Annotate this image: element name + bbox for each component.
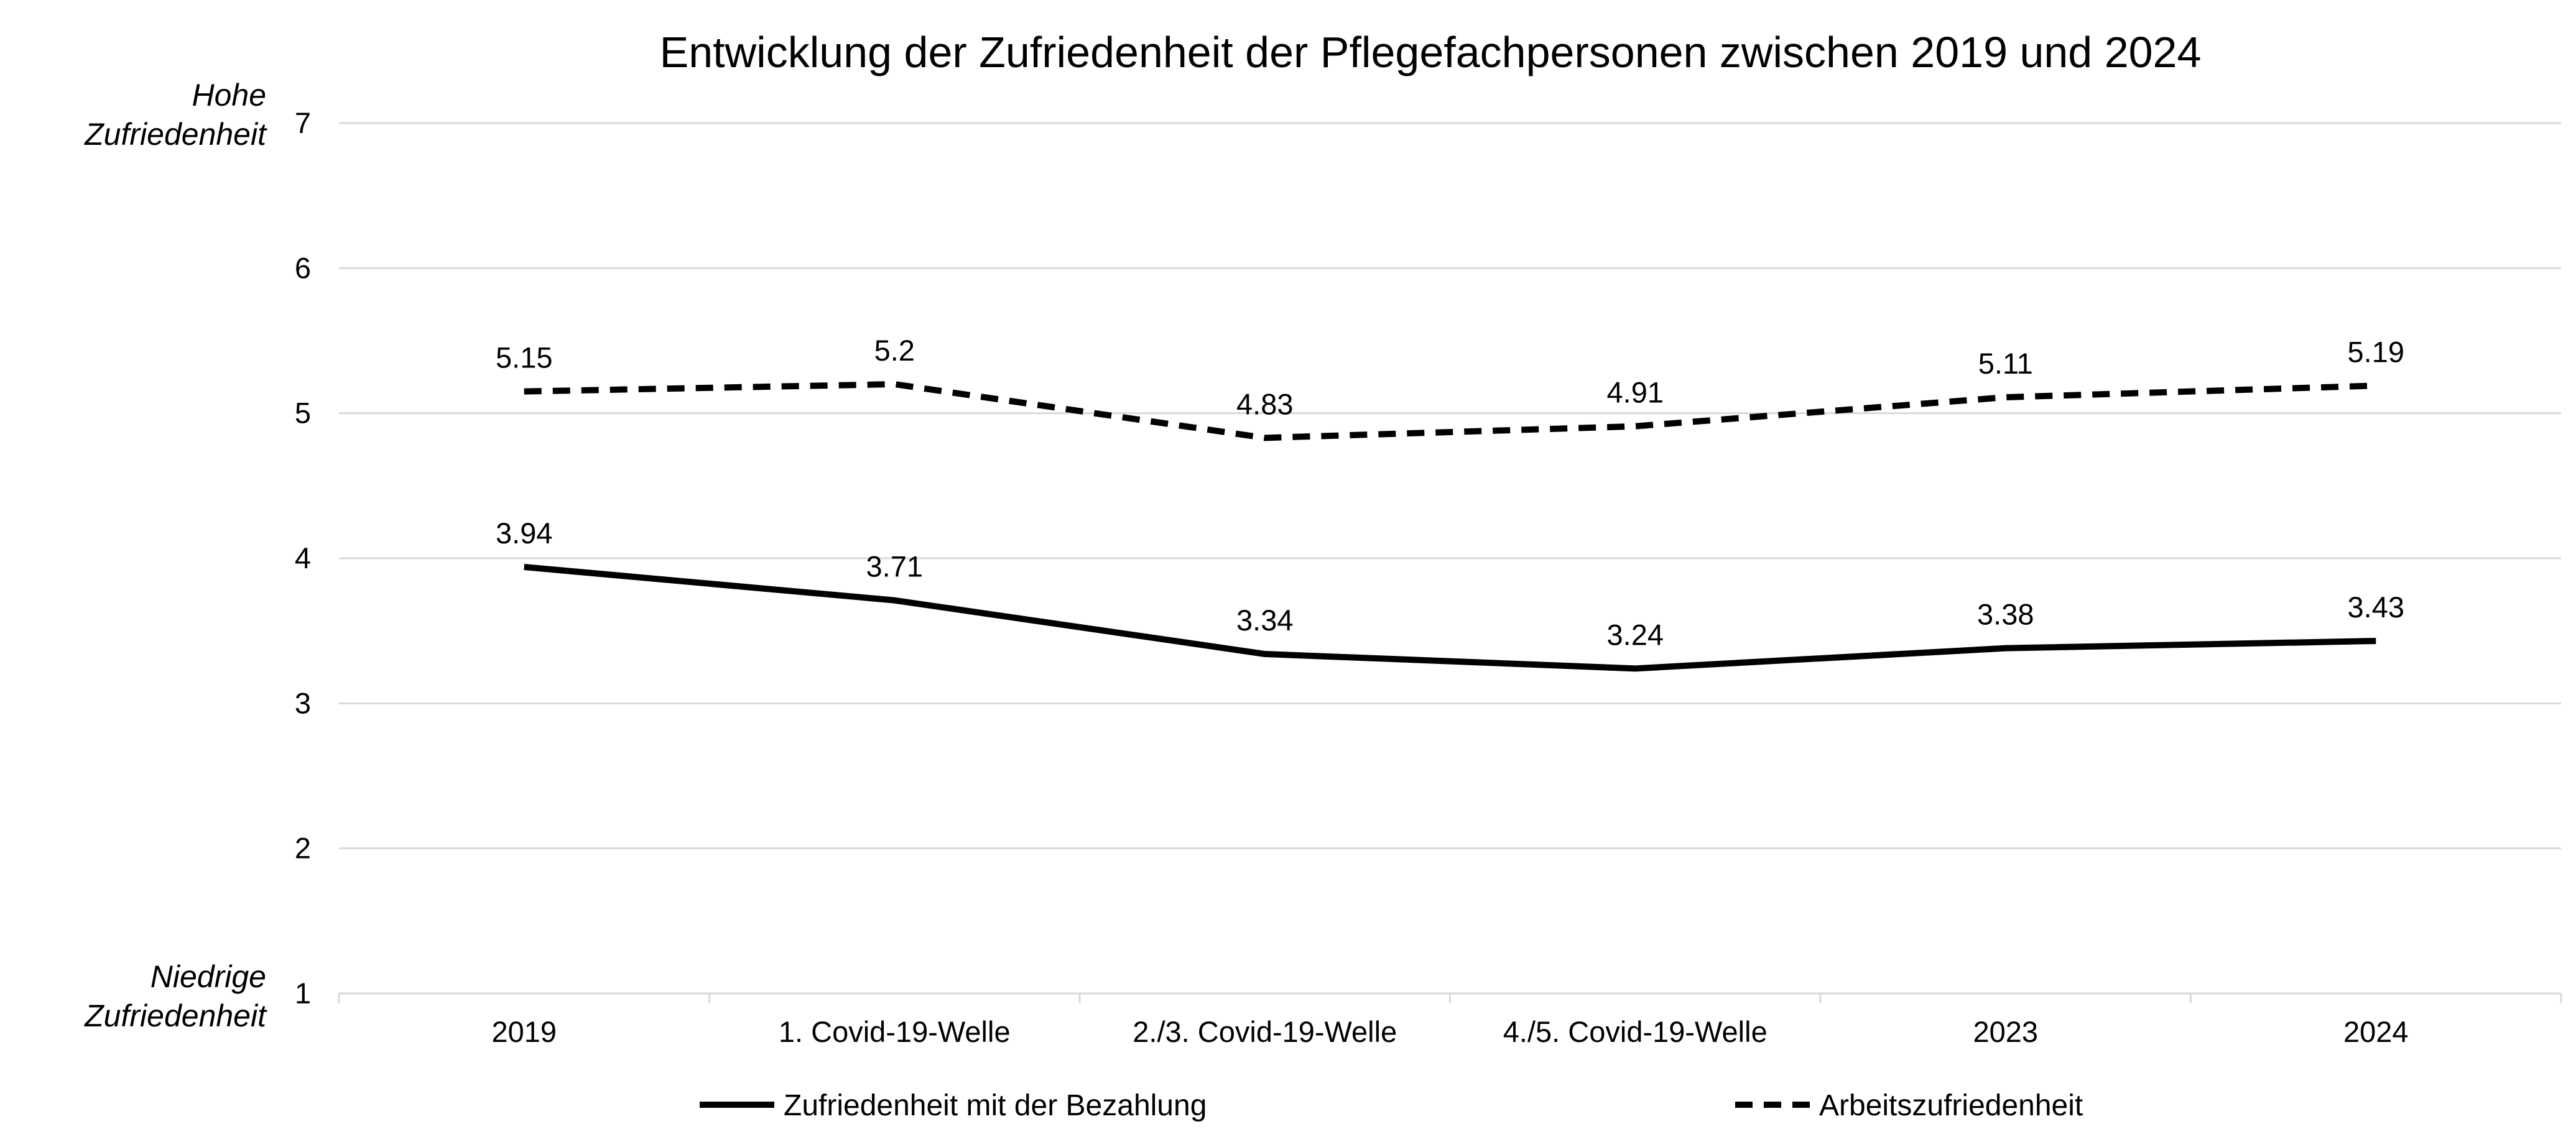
data-label: 5.19	[2348, 335, 2404, 368]
y-tick-label: 5	[295, 397, 311, 430]
data-label: 5.11	[1978, 347, 2033, 380]
data-label: 5.15	[496, 341, 552, 374]
series-lines	[524, 381, 2376, 672]
x-tick-label: 2023	[1973, 1015, 2038, 1048]
data-label: 4.91	[1607, 376, 1664, 409]
x-tick-label: 2024	[2343, 1015, 2409, 1048]
data-label: 4.83	[1236, 387, 1293, 420]
chart-title: Entwicklung der Zufriedenheit der Pflege…	[660, 28, 2202, 76]
y-top-annotation-line1: Hohe	[192, 78, 266, 113]
y-tick-label: 1	[295, 977, 311, 1010]
data-label: 3.24	[1607, 618, 1664, 651]
gridlines	[338, 122, 2562, 1003]
x-axis-ticks: 2019 1. Covid-19-Welle 2./3. Covid-19-Well…	[491, 1015, 2408, 1048]
y-bottom-annotation-line1: Niedrige	[151, 959, 266, 994]
series-line-1	[524, 564, 2376, 672]
y-tick-label: 3	[295, 686, 311, 719]
legend-label-1: Zufriedenheit mit der Bezahlung	[784, 1089, 1207, 1122]
data-label: 3.43	[2348, 591, 2404, 624]
data-label: 5.2	[874, 334, 915, 367]
y-tick-label: 4	[295, 541, 311, 574]
legend-label-2: Arbeitszufriedenheit	[1819, 1089, 2083, 1122]
y-tick-label: 2	[295, 832, 311, 865]
x-tick-label: 2./3. Covid-19-Welle	[1133, 1015, 1397, 1048]
y-top-annotation-line2: Zufriedenheit	[84, 117, 267, 152]
data-label: 3.94	[496, 517, 552, 550]
x-tick-label: 2019	[491, 1015, 557, 1048]
data-label: 3.71	[866, 550, 923, 583]
legend: Zufriedenheit mit der Bezahlung Arbeitszu…	[700, 1089, 2083, 1122]
y-tick-label: 7	[295, 106, 311, 139]
y-tick-label: 6	[295, 251, 311, 284]
data-label: 3.38	[1977, 598, 2034, 631]
data-labels: 3.94 3.71 3.34 3.24 3.38 3.43 5.15 5.2 4.83 4.91 5…	[496, 334, 2404, 651]
y-bottom-annotation-line2: Zufriedenheit	[84, 998, 267, 1033]
x-tick-label: 1. Covid-19-Welle	[779, 1015, 1011, 1048]
y-axis-annotations: Hohe Zufriedenheit Niedrige Zufriedenhei…	[84, 78, 267, 1033]
x-tick-label: 4./5. Covid-19-Welle	[1503, 1015, 1768, 1048]
data-label: 3.34	[1236, 604, 1293, 637]
y-axis-ticks: 1 2 3 4 5 6 7	[295, 106, 311, 1010]
series-line-2	[524, 381, 2376, 441]
